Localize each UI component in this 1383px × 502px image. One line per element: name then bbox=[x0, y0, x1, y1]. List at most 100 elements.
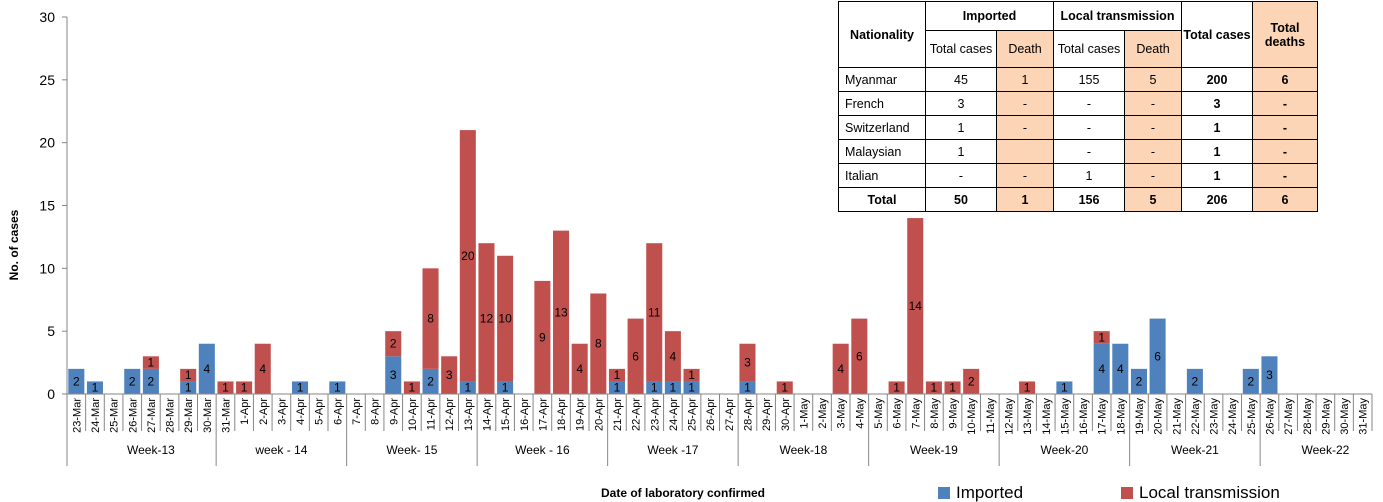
x-tick-label: 17-May bbox=[1097, 398, 1109, 435]
bar-label-imported: 1 bbox=[688, 381, 695, 395]
bar-label-imported: 2 bbox=[129, 374, 136, 388]
bar-imported bbox=[683, 381, 700, 394]
bar-local-transmission bbox=[776, 381, 793, 394]
cell-total-cases: 200 bbox=[1181, 67, 1253, 92]
bar-imported bbox=[1093, 343, 1110, 394]
x-tick-label: 10-Apr bbox=[407, 398, 419, 431]
header-total-cases: Total cases bbox=[1181, 1, 1253, 68]
x-tick-label: 18-Apr bbox=[556, 398, 568, 431]
x-tick-label: 3-May bbox=[836, 398, 848, 429]
bar-local-transmission bbox=[925, 381, 942, 394]
x-tick-label: 15-Apr bbox=[500, 398, 512, 431]
bar-imported bbox=[1242, 368, 1259, 394]
bar-label-local: 6 bbox=[632, 349, 639, 363]
bar-local-transmission bbox=[888, 381, 905, 394]
bar-label-local: 2 bbox=[390, 337, 397, 351]
x-tick-label: 27-May bbox=[1283, 398, 1295, 435]
cell-total-deaths: - bbox=[1252, 139, 1318, 164]
x-tick-label: 28-May bbox=[1302, 398, 1314, 435]
bar-imported bbox=[385, 356, 402, 394]
nationality-summary-table: Nationality Imported Local transmission … bbox=[838, 1, 1318, 212]
bar-label-imported: 4 bbox=[1117, 362, 1124, 376]
cell-nationality: French bbox=[838, 91, 926, 116]
x-tick-label: 29-Apr bbox=[761, 398, 773, 431]
bar-label-imported: 1 bbox=[185, 381, 192, 395]
x-tick-label: 4-Apr bbox=[295, 398, 307, 425]
table-row: Myanmar 45 1 155 5 200 6 bbox=[838, 67, 1318, 92]
x-tick-label: 17-Apr bbox=[537, 398, 549, 431]
bar-label-imported: 1 bbox=[464, 381, 471, 395]
bar-label-imported: 1 bbox=[651, 381, 658, 395]
x-tick-label: 1-Apr bbox=[239, 398, 251, 425]
cell-local-death: - bbox=[1124, 163, 1182, 188]
y-tick-label: 5 bbox=[47, 323, 55, 339]
legend-swatch-local bbox=[1121, 487, 1133, 499]
x-tick-label: 14-Apr bbox=[481, 398, 493, 431]
x-tick-label: 18-May bbox=[1115, 398, 1127, 435]
cell-imported-death bbox=[996, 139, 1054, 164]
x-tick-label: 21-May bbox=[1171, 398, 1183, 435]
x-tick-label: 28-Mar bbox=[165, 398, 177, 433]
bar-label-imported: 4 bbox=[203, 362, 210, 376]
bar-imported bbox=[198, 343, 215, 394]
x-tick-label: 14-May bbox=[1041, 398, 1053, 435]
x-tick-label: 13-Apr bbox=[463, 398, 475, 431]
subheader-local-death: Death bbox=[1124, 30, 1182, 68]
bar-imported bbox=[664, 381, 681, 394]
cell-imported-death: - bbox=[996, 91, 1054, 116]
x-tick-label: 19-May bbox=[1134, 398, 1146, 435]
cell-imported-death: 1 bbox=[996, 187, 1054, 212]
cell-imported-cases: 1 bbox=[925, 139, 997, 164]
cell-nationality: Myanmar bbox=[838, 67, 926, 92]
bar-label-local: 14 bbox=[909, 299, 923, 313]
bar-local-transmission bbox=[534, 280, 551, 394]
bar-local-transmission bbox=[180, 368, 197, 382]
bar-label-imported: 3 bbox=[390, 368, 397, 382]
week-label: Week-18 bbox=[779, 443, 827, 457]
x-tick-label: 24-Apr bbox=[668, 398, 680, 431]
bar-label-local: 12 bbox=[480, 312, 494, 326]
x-tick-label: 16-Apr bbox=[519, 398, 531, 431]
bar-label-imported: 1 bbox=[92, 381, 99, 395]
x-tick-label: 23-Mar bbox=[71, 398, 83, 433]
header-imported: Imported bbox=[925, 1, 1054, 31]
bar-label-local: 4 bbox=[837, 362, 844, 376]
bar-label-local: 1 bbox=[614, 368, 621, 382]
bar-label-local: 1 bbox=[148, 356, 155, 370]
bar-label-local: 1 bbox=[409, 381, 416, 395]
week-label: Week-13 bbox=[127, 443, 175, 457]
x-tick-label: 24-Mar bbox=[90, 398, 102, 433]
bar-label-imported: 3 bbox=[1266, 368, 1273, 382]
bar-label-imported: 1 bbox=[297, 381, 304, 395]
bar-local-transmission bbox=[142, 356, 159, 369]
x-tick-label: 26-May bbox=[1264, 398, 1276, 435]
x-tick-label: 25-May bbox=[1246, 398, 1258, 435]
subheader-local-total-cases: Total cases bbox=[1053, 30, 1125, 68]
x-tick-label: 21-Apr bbox=[612, 398, 624, 431]
x-tick-label: 12-Apr bbox=[444, 398, 456, 431]
cell-local-death: - bbox=[1124, 139, 1182, 164]
bar-local-transmission bbox=[422, 268, 439, 369]
cell-nationality: Switzerland bbox=[838, 115, 926, 140]
bar-local-transmission bbox=[478, 243, 495, 394]
cell-total-cases: 206 bbox=[1181, 187, 1253, 212]
bar-label-local: 3 bbox=[744, 356, 751, 370]
x-tick-label: 24-May bbox=[1227, 398, 1239, 435]
cell-local-cases: - bbox=[1053, 91, 1125, 116]
x-tick-label: 27-Apr bbox=[724, 398, 736, 431]
y-tick-label: 30 bbox=[39, 9, 55, 25]
x-tick-label: 16-May bbox=[1078, 398, 1090, 435]
x-tick-label: 30-Mar bbox=[202, 398, 214, 433]
bar-label-imported: 4 bbox=[1098, 362, 1105, 376]
bar-label-imported: 1 bbox=[614, 381, 621, 395]
bar-label-local: 1 bbox=[893, 381, 900, 395]
bar-label-imported: 1 bbox=[744, 381, 751, 395]
week-label: Week-20 bbox=[1040, 443, 1088, 457]
bar-local-transmission bbox=[385, 331, 402, 357]
y-axis: 0 5 10 15 20 25 30 bbox=[39, 9, 68, 402]
legend-label-local: Local transmission bbox=[1139, 483, 1280, 502]
cell-total-deaths: 6 bbox=[1252, 67, 1318, 92]
bar-label-local: 1 bbox=[185, 368, 192, 382]
cell-imported-cases: 50 bbox=[925, 187, 997, 212]
x-axis-title: Date of laboratory confirmed bbox=[601, 486, 765, 500]
